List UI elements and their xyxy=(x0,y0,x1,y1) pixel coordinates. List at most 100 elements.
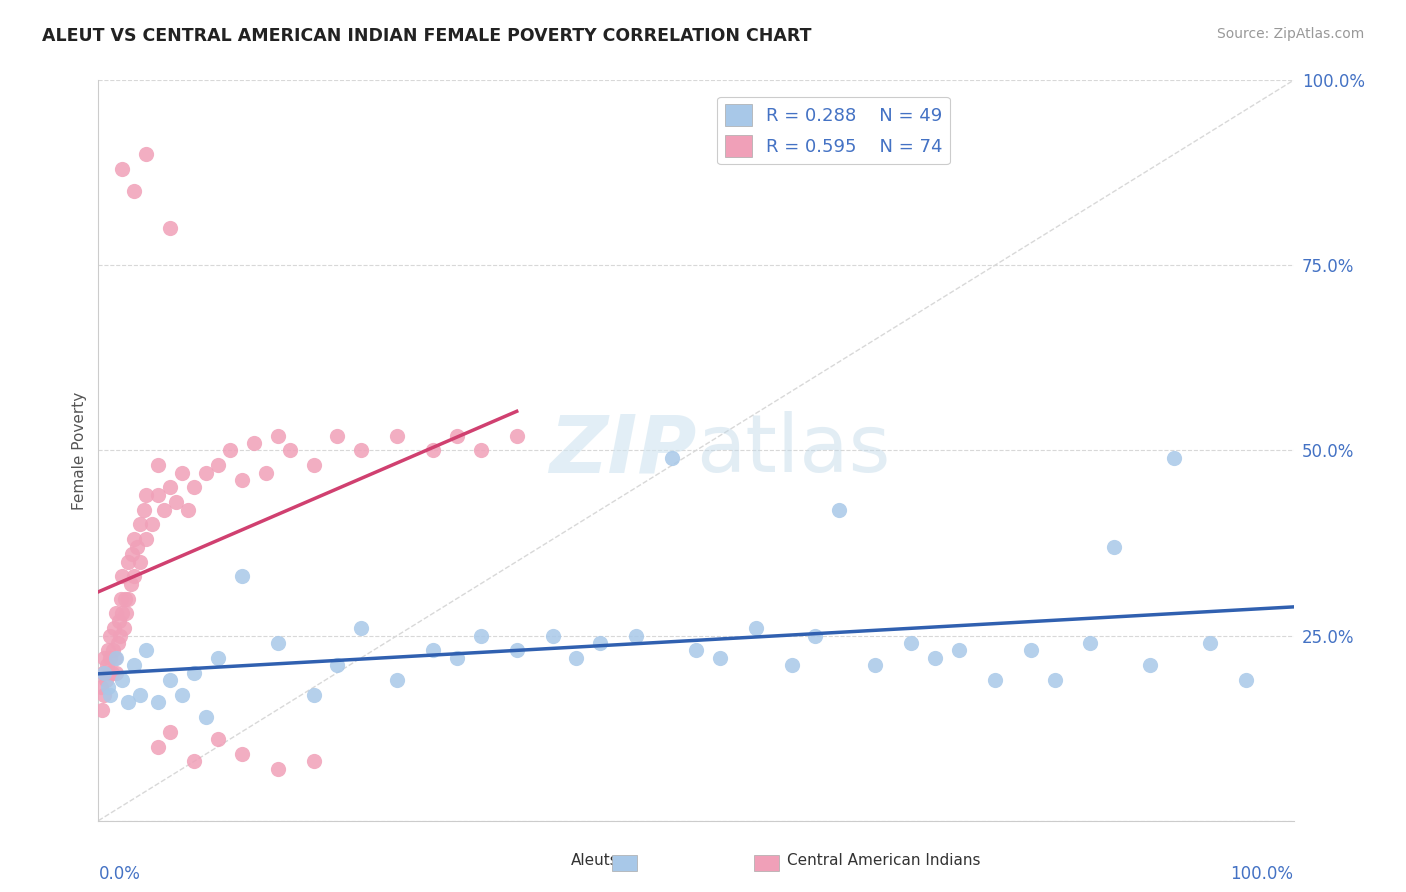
Point xyxy=(135,643,157,657)
Text: 0.0%: 0.0% xyxy=(98,865,141,883)
Point xyxy=(124,569,146,583)
Text: Source: ZipAtlas.com: Source: ZipAtlas.com xyxy=(1216,27,1364,41)
Point xyxy=(141,517,163,532)
Point xyxy=(159,673,181,687)
Point xyxy=(93,665,115,680)
Point xyxy=(183,755,205,769)
Point xyxy=(107,636,129,650)
Text: atlas: atlas xyxy=(696,411,890,490)
Point xyxy=(195,466,218,480)
Point xyxy=(124,533,146,547)
Point xyxy=(132,502,155,516)
Point xyxy=(385,673,409,687)
Point xyxy=(900,636,922,650)
Point xyxy=(105,650,128,665)
Point xyxy=(207,732,229,747)
Point xyxy=(93,650,115,665)
Point xyxy=(350,443,373,458)
Point xyxy=(97,681,120,695)
Point xyxy=(278,443,301,458)
Point xyxy=(124,184,146,198)
Point xyxy=(446,650,468,665)
Point xyxy=(267,428,290,442)
Point xyxy=(129,688,152,702)
Y-axis label: Female Poverty: Female Poverty xyxy=(72,392,87,509)
Point xyxy=(231,569,253,583)
Point xyxy=(153,502,176,516)
Point xyxy=(231,473,253,487)
Point xyxy=(159,724,181,739)
Point xyxy=(111,607,134,621)
Point xyxy=(541,628,564,642)
Point xyxy=(165,495,187,509)
Point xyxy=(159,221,181,235)
Point xyxy=(1163,450,1185,465)
Point xyxy=(1019,643,1042,657)
Point xyxy=(96,658,118,673)
Point xyxy=(685,643,707,657)
Text: Central American Indians: Central American Indians xyxy=(787,854,981,868)
Point xyxy=(385,428,409,442)
Point xyxy=(98,665,121,680)
Point xyxy=(120,576,142,591)
Point xyxy=(470,443,492,458)
Point xyxy=(195,710,218,724)
Point xyxy=(100,665,122,680)
Point xyxy=(148,695,170,709)
Point xyxy=(267,636,290,650)
Point xyxy=(506,643,529,657)
Point xyxy=(111,569,134,583)
Point xyxy=(98,628,122,642)
Point xyxy=(91,703,114,717)
Point xyxy=(93,688,115,702)
Point xyxy=(148,458,170,473)
Point xyxy=(105,607,128,621)
Point xyxy=(117,591,139,606)
Point xyxy=(107,614,129,628)
Text: ALEUT VS CENTRAL AMERICAN INDIAN FEMALE POVERTY CORRELATION CHART: ALEUT VS CENTRAL AMERICAN INDIAN FEMALE … xyxy=(42,27,811,45)
Point xyxy=(103,621,125,635)
Point xyxy=(1199,636,1222,650)
Point xyxy=(948,643,970,657)
Point xyxy=(422,443,444,458)
Point xyxy=(125,540,148,554)
Point xyxy=(91,665,114,680)
Point xyxy=(117,695,139,709)
Point xyxy=(111,162,134,177)
Point xyxy=(135,533,157,547)
Point xyxy=(129,517,152,532)
Point xyxy=(1234,673,1257,687)
Point xyxy=(302,688,325,702)
Point xyxy=(112,621,135,635)
Point xyxy=(243,436,266,450)
Point xyxy=(172,688,194,702)
Point xyxy=(422,643,444,657)
Point xyxy=(219,443,242,458)
Point xyxy=(129,555,152,569)
Point xyxy=(470,628,492,642)
Point xyxy=(745,621,768,635)
Point xyxy=(565,650,588,665)
Point xyxy=(506,428,529,442)
Point xyxy=(90,681,112,695)
Legend: R = 0.288    N = 49, R = 0.595    N = 74: R = 0.288 N = 49, R = 0.595 N = 74 xyxy=(717,96,950,164)
Point xyxy=(1139,658,1161,673)
Point xyxy=(98,688,122,702)
Point xyxy=(101,643,124,657)
Point xyxy=(177,502,200,516)
Point xyxy=(172,466,194,480)
Point xyxy=(326,428,349,442)
Point xyxy=(326,658,349,673)
Point xyxy=(97,643,120,657)
Point xyxy=(121,547,143,561)
Point xyxy=(589,636,612,650)
Point xyxy=(231,747,253,761)
Point xyxy=(865,658,887,673)
Point xyxy=(108,628,131,642)
Point xyxy=(159,481,181,495)
Point xyxy=(446,428,468,442)
Point xyxy=(207,650,229,665)
Point xyxy=(105,665,128,680)
Point xyxy=(709,650,731,665)
Point xyxy=(183,665,205,680)
